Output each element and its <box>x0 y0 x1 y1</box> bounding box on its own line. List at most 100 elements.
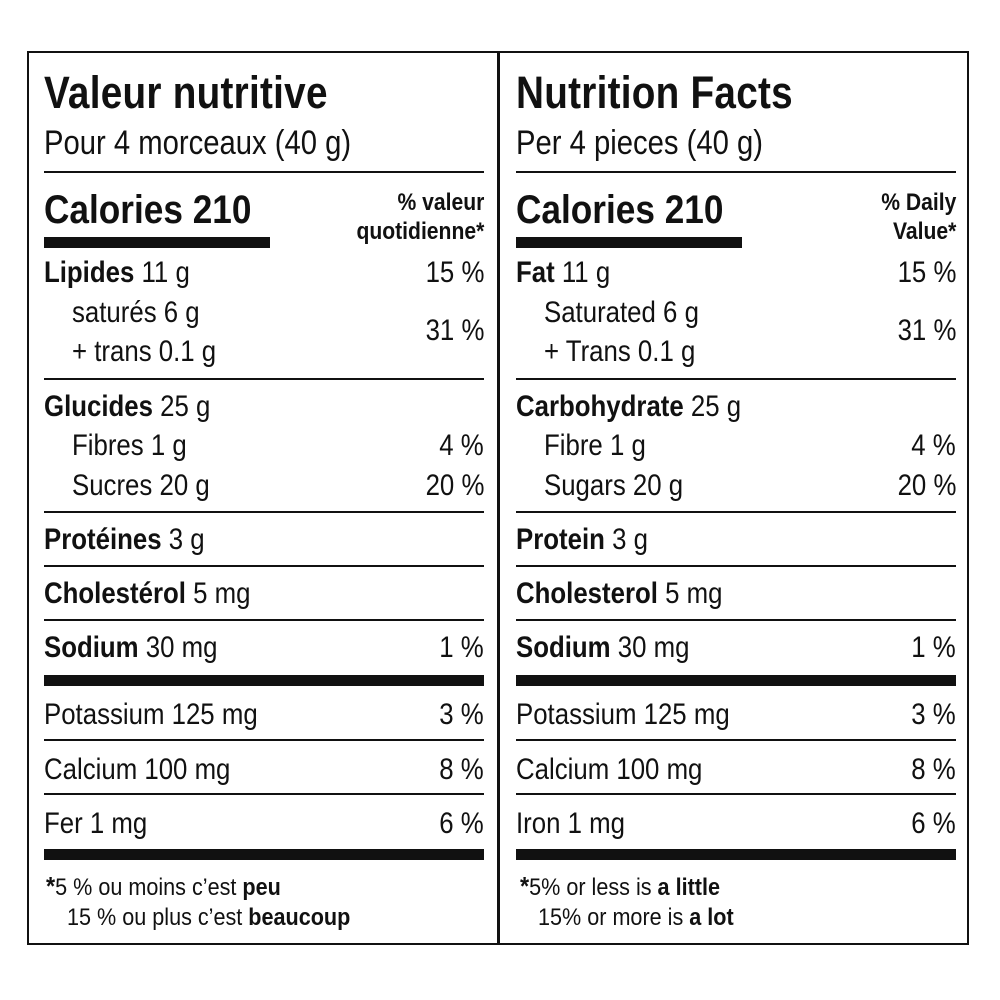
fat-label: Lipides <box>44 256 135 289</box>
rule <box>516 171 956 173</box>
fibre-pct: 4 % <box>439 429 484 462</box>
fat-pct: 15 % <box>425 256 484 289</box>
trans-row: + Trans 0.1 g <box>544 335 696 368</box>
fat-amount: 11 g <box>141 256 190 289</box>
fibre-row: Fibre 1 g <box>544 429 646 462</box>
footnote1-emphasis: peu <box>242 874 281 901</box>
cholesterol-amount: 5 mg <box>665 577 723 610</box>
panel-divider <box>497 51 500 945</box>
calcium-pct: 8 % <box>911 753 956 786</box>
footnote-line2: 15 % ou plus c’est beaucoup <box>67 904 350 932</box>
rule <box>516 619 956 621</box>
asterisk: * <box>475 218 484 245</box>
sodium-row: Sodium 30 mg <box>516 631 689 665</box>
protein-amount: 3 g <box>612 523 648 556</box>
carb-label: Carbohydrate <box>516 390 684 423</box>
asterisk: * <box>46 871 56 901</box>
footnote1-emphasis: a little <box>657 874 720 901</box>
calories-value: 210 <box>664 188 724 232</box>
protein-label: Protein <box>516 523 605 556</box>
rule <box>44 793 484 795</box>
cholesterol-row: Cholestérol 5 mg <box>44 577 250 611</box>
rule <box>44 511 484 513</box>
asterisk: * <box>520 871 530 901</box>
protein-row: Protein 3 g <box>516 523 648 557</box>
calcium-row: Calcium 100 mg <box>44 753 231 786</box>
potassium-pct: 3 % <box>911 698 956 731</box>
sat-trans-pct: 31 % <box>897 314 956 347</box>
daily-value-header-line1: % valeur <box>397 189 484 216</box>
rule <box>516 793 956 795</box>
french-panel: Valeur nutritive Pour 4 morceaux (40 g) … <box>44 51 484 945</box>
calories-bar <box>44 237 270 248</box>
thick-rule <box>516 675 956 686</box>
daily-value-header: % valeur quotidienne* <box>356 188 484 246</box>
rule <box>44 739 484 741</box>
calories-value: 210 <box>192 188 252 232</box>
panel-title: Nutrition Facts <box>516 67 793 118</box>
footnote1-text: 5 % ou moins c’est <box>55 874 243 901</box>
rule <box>44 619 484 621</box>
sodium-label: Sodium <box>516 631 611 664</box>
fibre-pct: 4 % <box>911 429 956 462</box>
sodium-row: Sodium 30 mg <box>44 631 217 665</box>
carb-label: Glucides <box>44 390 153 423</box>
footnote-line1: *5 % ou moins c’est peu <box>46 871 281 902</box>
rule <box>44 378 484 380</box>
sugars-row: Sucres 20 g <box>72 469 210 502</box>
serving-size: Per 4 pieces (40 g) <box>516 124 764 162</box>
fat-row: Fat 11 g <box>516 256 610 290</box>
saturated-row: saturés 6 g <box>72 296 200 329</box>
fat-label: Fat <box>516 256 555 289</box>
protein-row: Protéines 3 g <box>44 523 205 557</box>
sodium-amount: 30 mg <box>617 631 690 664</box>
fat-pct: 15 % <box>897 256 956 289</box>
sodium-pct: 1 % <box>439 631 484 664</box>
sugars-row: Sugars 20 g <box>544 469 684 502</box>
serving-size: Pour 4 morceaux (40 g) <box>44 124 352 162</box>
carb-row: Carbohydrate 25 g <box>516 390 741 424</box>
footnote2-emphasis: a lot <box>689 904 734 931</box>
carb-row: Glucides 25 g <box>44 390 210 424</box>
footnote2-text: 15% or more is <box>538 904 690 931</box>
thick-rule <box>44 675 484 686</box>
iron-pct: 6 % <box>439 807 484 840</box>
protein-amount: 3 g <box>168 523 205 556</box>
rule <box>516 511 956 513</box>
sodium-amount: 30 mg <box>145 631 218 664</box>
calcium-pct: 8 % <box>439 753 484 786</box>
english-panel: Nutrition Facts Per 4 pieces (40 g) Calo… <box>516 51 956 945</box>
asterisk: * <box>947 218 956 245</box>
footnote-line2: 15% or more is a lot <box>538 904 734 932</box>
footnote2-text: 15 % ou plus c’est <box>67 904 249 931</box>
daily-value-header-line2: Value <box>892 218 948 245</box>
iron-row: Iron 1 mg <box>516 807 625 840</box>
potassium-pct: 3 % <box>439 698 484 731</box>
calories-bar <box>516 237 742 248</box>
fat-amount: 11 g <box>561 256 611 289</box>
calories-label: Calories <box>44 188 183 232</box>
cholesterol-amount: 5 mg <box>193 577 251 610</box>
protein-label: Protéines <box>44 523 162 556</box>
rule <box>516 378 956 380</box>
panel-title: Valeur nutritive <box>44 67 328 118</box>
sodium-label: Sodium <box>44 631 139 664</box>
potassium-row: Potassium 125 mg <box>516 698 730 731</box>
calories-label: Calories <box>516 188 655 232</box>
thick-rule <box>44 849 484 860</box>
calories-line: Calories 210 <box>516 188 723 233</box>
iron-pct: 6 % <box>911 807 956 840</box>
calories-line: Calories 210 <box>44 188 251 233</box>
fibre-row: Fibres 1 g <box>72 429 187 462</box>
calcium-row: Calcium 100 mg <box>516 753 703 786</box>
potassium-row: Potassium 125 mg <box>44 698 258 731</box>
footnote2-emphasis: beaucoup <box>248 904 351 931</box>
sodium-pct: 1 % <box>911 631 956 664</box>
cholesterol-label: Cholestérol <box>44 577 186 610</box>
carb-amount: 25 g <box>690 390 742 423</box>
rule <box>44 171 484 173</box>
thick-rule <box>516 849 956 860</box>
footnote1-text: 5% or less is <box>529 874 658 901</box>
cholesterol-row: Cholesterol 5 mg <box>516 577 722 611</box>
rule <box>516 565 956 567</box>
